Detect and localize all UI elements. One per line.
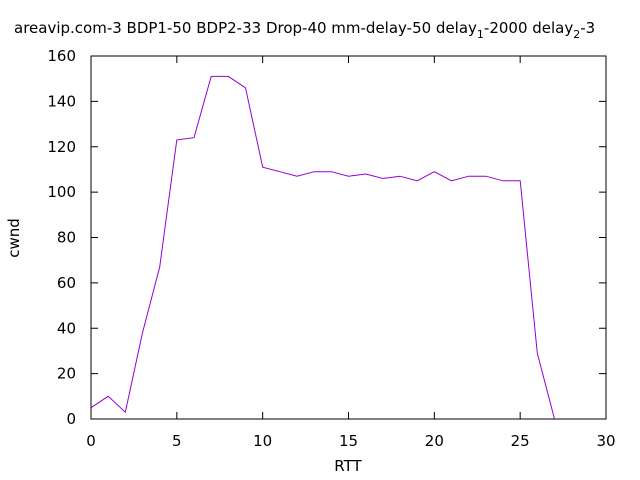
y-tick-label: 0 [66,410,76,428]
x-tick-label: 20 [425,432,444,450]
y-tick-label: 160 [47,47,76,65]
y-tick-label: 140 [47,92,76,110]
y-tick-label: 60 [57,274,76,292]
x-tick-label: 10 [253,432,272,450]
x-axis: 0 5 10 15 20 25 30 [86,56,616,450]
chart-title-tail: -3 [580,19,595,37]
x-tick-label: 30 [596,432,615,450]
y-tick-label: 20 [57,365,76,383]
series-line [90,75,555,420]
x-axis-label: RTT [334,457,362,475]
y-axis: 0 20 40 60 80 100 120 140 160 [47,47,606,428]
y-tick-label: 100 [47,183,76,201]
chart-title-subscript-2: 2 [573,28,580,41]
y-axis-label: cwnd [5,218,23,258]
chart-title-middle: -2000 delay [484,19,573,37]
chart-title-main: areavip.com-3 BDP1-50 BDP2-33 Drop-40 mm… [14,19,477,37]
y-tick-label: 40 [57,319,76,337]
plot-frame [90,55,607,420]
y-tick-label: 120 [47,138,76,156]
x-tick-label: 5 [172,432,182,450]
chart-title-subscript-1: 1 [477,28,484,41]
x-tick-label: 15 [339,432,358,450]
series-layer [90,75,555,420]
y-tick-label: 80 [57,229,76,247]
x-tick-label: 25 [511,432,530,450]
x-tick-label: 0 [86,432,96,450]
chart-title: areavip.com-3 BDP1-50 BDP2-33 Drop-40 mm… [14,19,595,41]
